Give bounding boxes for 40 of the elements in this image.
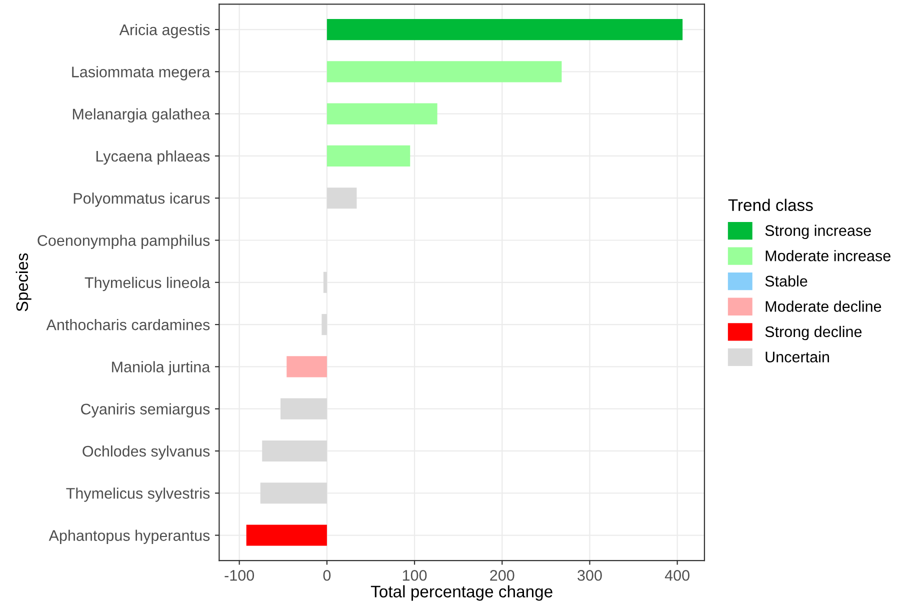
- legend-label: Moderate decline: [766, 300, 882, 312]
- bar: [322, 314, 327, 336]
- bar: [326, 145, 410, 166]
- bar: [326, 103, 438, 124]
- bar: [326, 61, 562, 82]
- x-tick-label: 0: [323, 570, 331, 581]
- y-tick-label: Anthocharis cardamines: [46, 319, 210, 330]
- legend-label: Strong increase: [765, 224, 871, 240]
- y-tick-label: Polyommatus icarus: [74, 192, 210, 207]
- legend-title: Trend class: [728, 198, 813, 212]
- legend-label: Strong decline: [765, 326, 862, 340]
- bar: [323, 272, 327, 293]
- legend-label: Moderate increase: [766, 250, 890, 262]
- y-tick-label: Ochlodes sylvanus: [82, 445, 210, 460]
- bar: [262, 440, 327, 462]
- y-tick-label: Thymelicus sylvestris: [66, 488, 210, 502]
- y-tick-label: Aphantopus hyperantus: [48, 530, 210, 544]
- y-tick-label: Aricia agestis: [119, 24, 210, 38]
- legend-label: Stable: [765, 275, 808, 287]
- y-axis-title: Species: [16, 253, 32, 312]
- x-tick-label: 200: [490, 570, 514, 581]
- bar: [326, 18, 683, 40]
- x-tick-label: 100: [402, 570, 427, 581]
- y-tick-label: Cyaniris semiargus: [81, 403, 210, 418]
- y-tick-label: Thymelicus lineola: [84, 276, 210, 292]
- bar: [280, 398, 327, 420]
- bar: [246, 524, 327, 546]
- bar: [260, 482, 327, 504]
- x-tick-label: 400: [664, 570, 690, 581]
- y-tick-label: Lycaena phlaeas: [96, 150, 210, 165]
- bar: [286, 356, 327, 378]
- y-tick-label: Maniola jurtina: [112, 361, 210, 376]
- y-tick-label: Lasiommata megera: [72, 66, 210, 80]
- legend-label: Uncertain: [766, 351, 829, 362]
- x-tick-label: 300: [578, 570, 602, 581]
- y-tick-label: Coenonympha pamphilus: [38, 234, 210, 249]
- bar: [326, 188, 357, 209]
- x-axis-title: Total percentage change: [370, 585, 552, 601]
- y-tick-label: Melanargia galathea: [72, 108, 210, 123]
- x-tick-label: -100: [224, 570, 254, 581]
